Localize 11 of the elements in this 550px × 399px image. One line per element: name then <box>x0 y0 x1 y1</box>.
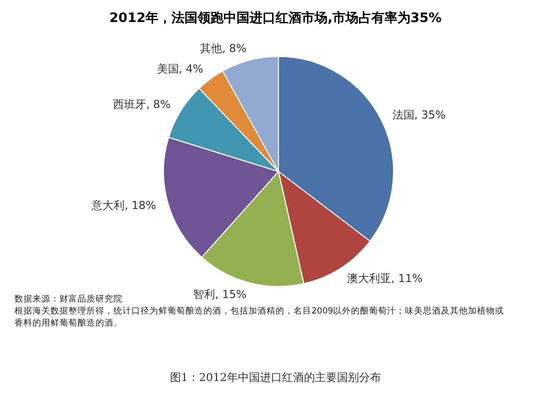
text: 根据海关数据整理所得，统计口径为鲜葡萄酿造的酒，包括加酒精的，名目2009以外的酿葡萄汁；味美思酒及其他加植物或香料的用鲜葡萄酿造的酒。 <box>14 306 504 328</box>
slice-label: 美国, 4% <box>156 62 204 76</box>
chart-title: 2012年，法国领跑中国进口红酒市场,市场占有率为35% <box>109 10 442 26</box>
source-note: 数据来源：财富品质研究院 <box>14 294 122 304</box>
slice-label: 西班牙, 8% <box>113 98 171 112</box>
slice-label: 澳大利亚, 11% <box>347 272 423 285</box>
slice-label: 智利, 15% <box>193 288 247 301</box>
slice-label: 意大利, 18% <box>90 198 156 212</box>
slice-label: 其他, 8% <box>200 42 247 56</box>
caption: 图1：2012年中国进口红酒的主要国别分布 <box>170 371 382 384</box>
slice-label: 法国, 35% <box>392 108 446 122</box>
